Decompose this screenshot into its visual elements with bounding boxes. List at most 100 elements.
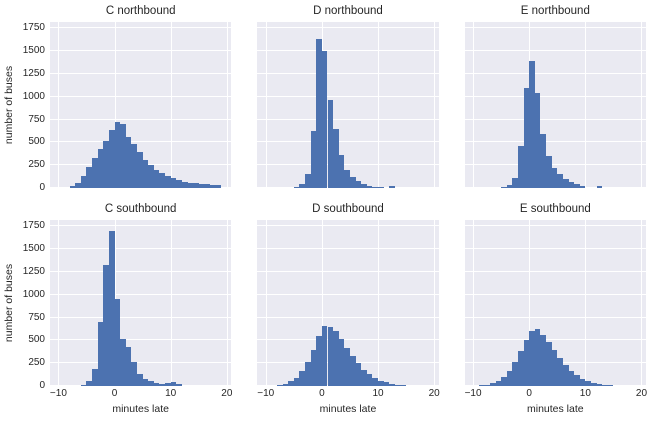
plot-area-c-northbound bbox=[50, 22, 232, 188]
gridline-horizontal bbox=[257, 118, 439, 120]
gridline-vertical bbox=[226, 220, 228, 386]
histogram-bar bbox=[114, 122, 121, 188]
histogram-bar bbox=[506, 184, 513, 188]
gridline-horizontal bbox=[50, 271, 232, 272]
subplot-title: E southbound bbox=[519, 203, 591, 215]
gridline-horizontal bbox=[50, 316, 232, 318]
histogram-bar bbox=[355, 181, 362, 188]
gridline-horizontal bbox=[50, 339, 232, 341]
histogram-bar bbox=[366, 374, 373, 386]
plot-area-e-southbound bbox=[464, 220, 646, 386]
gridline-vertical bbox=[58, 220, 60, 386]
gridline-vertical bbox=[265, 220, 267, 386]
histogram-bar bbox=[170, 178, 177, 188]
y-tick-label: 250 bbox=[28, 159, 45, 171]
y-tick-label: 1000 bbox=[22, 288, 45, 300]
histogram-bar bbox=[276, 385, 283, 386]
histogram-bar bbox=[517, 146, 524, 188]
plot-area-c-southbound bbox=[50, 220, 232, 386]
gridline-horizontal bbox=[50, 27, 232, 29]
y-tick-label: 500 bbox=[28, 334, 45, 346]
x-tick-labels: −10 0 10 20 bbox=[257, 386, 439, 401]
y-tick-label: 0 bbox=[39, 182, 45, 193]
histogram-bar bbox=[148, 165, 154, 188]
gridline-vertical bbox=[170, 220, 172, 386]
histogram-bar bbox=[529, 61, 535, 188]
histogram-bar bbox=[310, 349, 317, 386]
histogram-bar bbox=[389, 185, 395, 188]
histogram-bar bbox=[282, 383, 289, 386]
histogram-bar bbox=[562, 365, 569, 386]
chart-row-southbound: number of buses 0 250 500 750 1000 1250 1500 17… bbox=[2, 202, 647, 418]
histogram-bar bbox=[316, 39, 322, 188]
gridline-horizontal bbox=[50, 225, 232, 227]
gridline-horizontal bbox=[257, 141, 439, 143]
histogram-bar bbox=[176, 384, 182, 386]
histogram-bar bbox=[551, 349, 558, 386]
y-tick-label: 1500 bbox=[22, 243, 45, 255]
x-tick-label: 0 bbox=[526, 388, 532, 399]
histogram-bar bbox=[378, 187, 384, 188]
histogram-bar bbox=[389, 383, 395, 386]
subplot-e-southbound: E southbound −10 0 10 20 minutes late bbox=[464, 202, 647, 418]
histogram-bar bbox=[69, 186, 76, 188]
gridline-horizontal bbox=[464, 95, 646, 97]
histogram-bar bbox=[355, 363, 362, 386]
gridline-horizontal bbox=[257, 339, 439, 341]
histogram-bar bbox=[501, 187, 507, 188]
gridline-vertical bbox=[321, 220, 323, 386]
histogram-bar bbox=[484, 384, 490, 386]
histogram-bar bbox=[198, 183, 205, 188]
histogram-bar bbox=[568, 370, 575, 386]
histogram-bar bbox=[327, 326, 334, 386]
histogram-bar bbox=[108, 129, 115, 188]
gridline-horizontal bbox=[464, 164, 646, 166]
x-axis-label: minutes late bbox=[527, 403, 584, 415]
gridline-horizontal bbox=[464, 73, 646, 74]
histogram-bar bbox=[305, 362, 311, 386]
histogram-bar bbox=[310, 131, 317, 188]
histogram-bar bbox=[288, 381, 294, 386]
gridline-vertical bbox=[226, 22, 228, 188]
gridline-vertical bbox=[473, 220, 475, 386]
y-tick-label: 750 bbox=[28, 311, 45, 323]
gridline-horizontal bbox=[50, 118, 232, 120]
histogram-bar bbox=[321, 51, 328, 188]
histogram-bar bbox=[148, 381, 154, 386]
histogram-bar bbox=[366, 185, 373, 188]
gridline-vertical bbox=[434, 22, 436, 188]
gridline-horizontal bbox=[464, 339, 646, 341]
gridline-vertical bbox=[641, 220, 643, 386]
histogram-bar bbox=[86, 381, 93, 386]
y-axis-ticks-column: 0 250 500 750 1000 1250 1500 1750 bbox=[16, 202, 50, 418]
histogram-bar bbox=[568, 182, 575, 188]
gridline-horizontal bbox=[50, 50, 232, 52]
histogram-bar bbox=[181, 181, 188, 188]
histogram-bar bbox=[333, 128, 339, 188]
histogram-bar bbox=[92, 368, 98, 386]
histogram-bar bbox=[321, 325, 328, 386]
histogram-bar bbox=[80, 384, 87, 386]
histogram-bar bbox=[293, 377, 300, 386]
y-tick-label: 500 bbox=[28, 136, 45, 148]
y-tick-label: 1750 bbox=[22, 22, 45, 34]
y-axis-label-container: number of buses bbox=[2, 202, 16, 418]
gridline-horizontal bbox=[50, 141, 232, 143]
y-tick-label: 1250 bbox=[22, 68, 45, 79]
histogram-bar bbox=[349, 355, 356, 386]
histogram-bar bbox=[333, 331, 339, 386]
gridline-horizontal bbox=[257, 316, 439, 318]
histogram-bar bbox=[540, 134, 547, 188]
subplot-d-northbound: D northbound bbox=[257, 4, 439, 188]
histogram-bar bbox=[176, 180, 182, 188]
histogram-bar bbox=[562, 178, 569, 188]
histogram-bar bbox=[489, 383, 496, 386]
gridline-horizontal bbox=[464, 50, 646, 52]
gridline-horizontal bbox=[50, 293, 232, 295]
ytick-spacer bbox=[16, 4, 50, 22]
gridline-horizontal bbox=[257, 271, 439, 272]
histogram-bar bbox=[546, 342, 552, 386]
plot-area-d-southbound bbox=[257, 220, 439, 386]
x-tick-label: −10 bbox=[49, 388, 67, 399]
gridline-horizontal bbox=[257, 293, 439, 295]
